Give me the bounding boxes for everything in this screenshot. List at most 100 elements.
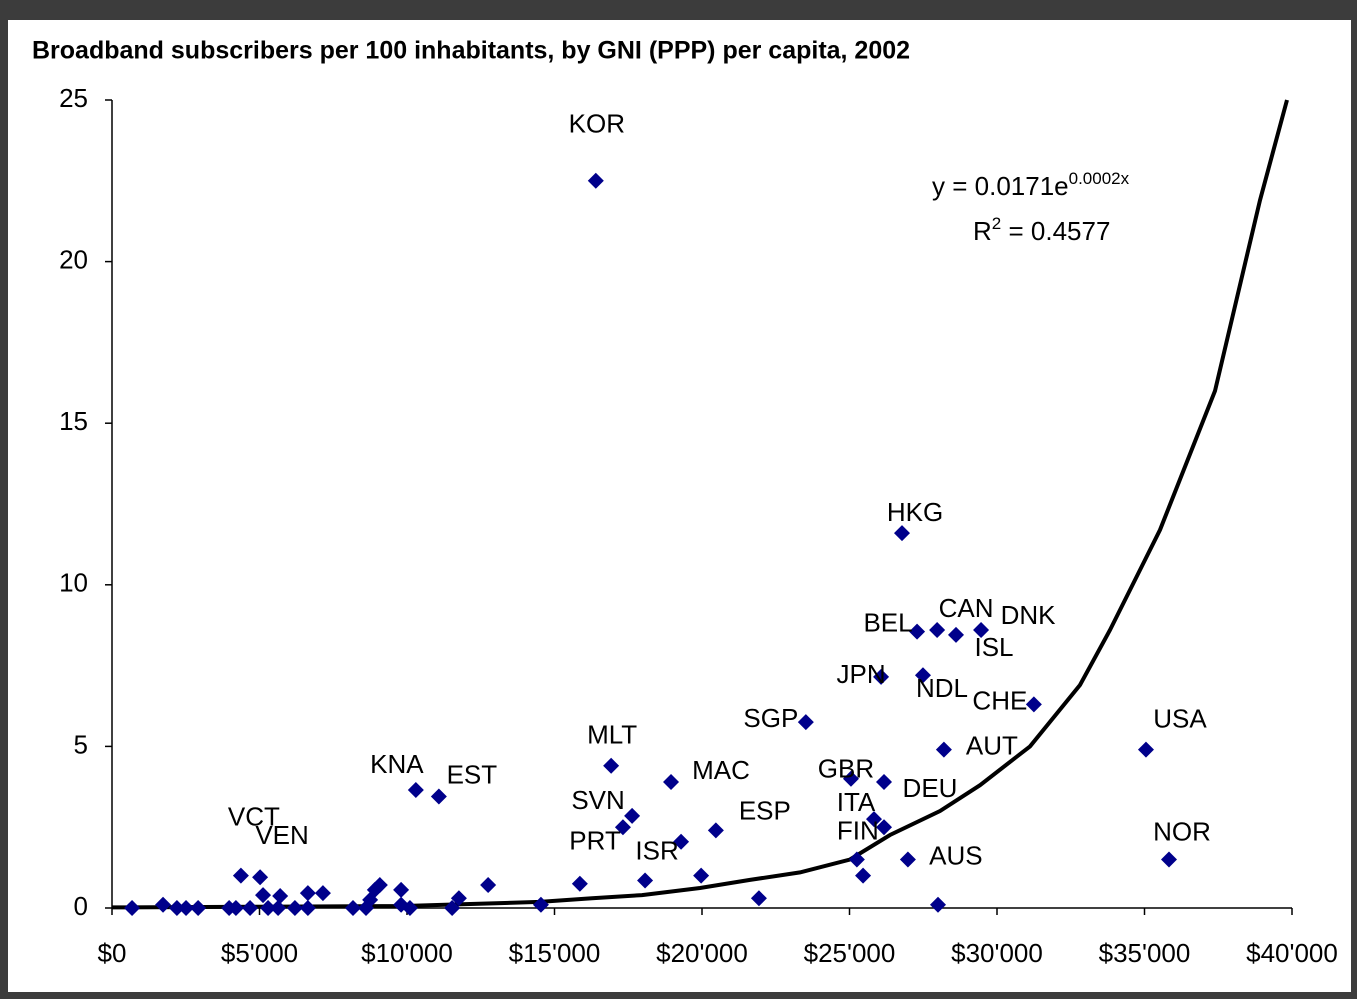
scatter-point [260, 900, 277, 916]
x-tick-label: $20'000 [656, 938, 748, 968]
y-tick-label: 10 [59, 568, 88, 598]
x-tick-label: $15'000 [509, 938, 601, 968]
scatter-point [973, 622, 990, 639]
scatter-point [371, 877, 388, 894]
scatter-point [865, 811, 882, 828]
y-tick-label: 15 [59, 406, 88, 436]
point-label: SVN [571, 785, 624, 815]
x-tick-label: $10'000 [361, 938, 453, 968]
x-tick-label: $0 [98, 938, 127, 968]
scatter-point [1160, 851, 1177, 868]
trendline [111, 99, 1289, 910]
scatter-point [314, 885, 331, 902]
scatter-point [673, 833, 690, 850]
scatter-point [909, 623, 926, 640]
scatter-point [929, 622, 946, 639]
scatter-point [155, 896, 172, 913]
scatter-point [255, 887, 272, 904]
scatter-point [345, 900, 362, 916]
scatter-point [232, 867, 249, 884]
scatter-point [444, 900, 461, 916]
scatter-point [480, 877, 497, 894]
equation-exponent: 0.0002x [1069, 169, 1130, 188]
point-label: ESP [739, 795, 791, 825]
scatter-point [393, 881, 410, 898]
point-label: CHE [972, 685, 1027, 715]
point-label: AUS [929, 840, 982, 870]
scatter-point [693, 867, 710, 884]
point-label: ITA [837, 787, 876, 817]
x-tick-label: $35'000 [1099, 938, 1191, 968]
point-label: VCT [228, 802, 280, 832]
scatter-point [663, 773, 680, 790]
scatter-point [227, 900, 244, 916]
x-tick-label: $30'000 [951, 938, 1043, 968]
point-label: CAN [939, 593, 994, 623]
scatter-point [876, 773, 893, 790]
point-label: ISL [974, 632, 1013, 662]
scatter-point [848, 851, 865, 868]
scatter-point [603, 757, 620, 774]
y-tick-label: 20 [59, 244, 88, 274]
scatter-point [178, 900, 195, 916]
scatter-point [935, 741, 952, 758]
scatter-point [1025, 696, 1042, 713]
scatter-point [899, 851, 916, 868]
point-label: SGP [743, 703, 798, 733]
point-label: ISR [635, 836, 678, 866]
x-tick-label: $5'000 [221, 938, 298, 968]
scatter-point [252, 869, 269, 886]
y-tick-label: 5 [74, 729, 88, 759]
point-label: BEL [863, 608, 912, 638]
point-label: DEU [903, 773, 958, 803]
r-squared-rest: = 0.4577 [1001, 216, 1110, 246]
point-label: GBR [818, 754, 874, 784]
scatter-point [637, 872, 654, 889]
scatter-point [873, 668, 890, 685]
point-label: AUT [966, 731, 1018, 761]
point-label: USA [1153, 704, 1207, 734]
scatter-point [407, 782, 424, 799]
point-label: JPN [837, 659, 886, 689]
point-label: FIN [837, 815, 879, 845]
scatter-point [1137, 741, 1154, 758]
scatter-point [401, 900, 418, 916]
point-label: HKG [887, 497, 943, 527]
scatter-point [855, 867, 872, 884]
scatter-point [430, 788, 447, 805]
scatter-point [286, 900, 303, 916]
r-squared-base: R [973, 216, 992, 246]
point-label: EST [447, 759, 498, 789]
scatter-point [299, 900, 316, 916]
chart-panel [8, 20, 1351, 992]
trend-r-squared: R2 = 0.4577 [973, 214, 1110, 245]
equation-base: y = 0.0171e [932, 171, 1069, 201]
scatter-point [168, 900, 185, 916]
x-tick-label: $25'000 [804, 938, 896, 968]
scatter-point [272, 888, 289, 905]
scatter-point [587, 172, 604, 189]
scatter-point [894, 525, 911, 542]
scatter-point [124, 900, 141, 916]
scatter-point [797, 714, 814, 731]
point-label: KNA [370, 749, 424, 779]
chart-title: Broadband subscribers per 100 inhabitant… [32, 37, 910, 65]
scatter-point [930, 896, 946, 913]
scatter-point [914, 667, 931, 684]
scatter-point [242, 900, 259, 916]
point-label: DNK [1001, 600, 1057, 630]
scatter-point [450, 890, 467, 907]
scatter-point [947, 626, 964, 643]
scatter-point [707, 822, 724, 839]
point-label: MLT [587, 720, 637, 750]
r-squared-exponent: 2 [992, 214, 1001, 233]
scatter-point [299, 885, 316, 902]
scatter-point [614, 819, 631, 836]
scatter-point [190, 900, 207, 916]
point-label: NDL [916, 673, 968, 703]
point-label: NOR [1153, 816, 1211, 846]
y-tick-label: 25 [59, 83, 88, 113]
point-label: MAC [692, 755, 750, 785]
